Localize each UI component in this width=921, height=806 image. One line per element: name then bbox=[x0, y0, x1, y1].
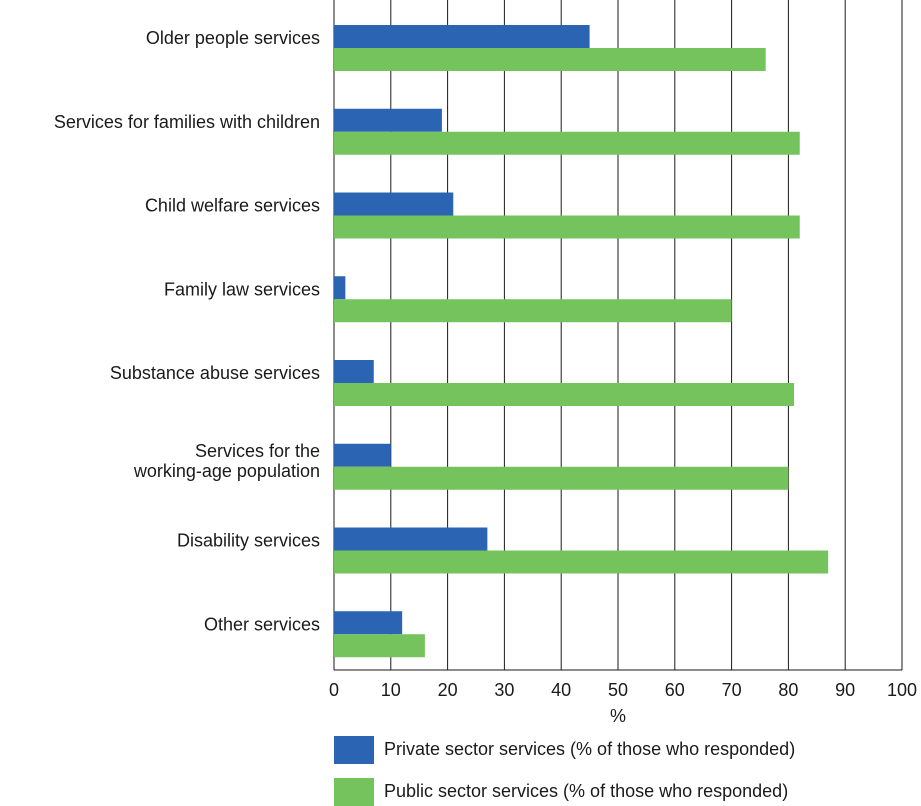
x-tick-labels: 0 10 20 30 40 50 60 70 80 90 100 bbox=[329, 680, 917, 700]
category-label: Family law services bbox=[164, 279, 320, 299]
bar-private-4 bbox=[334, 360, 374, 383]
x-tick-label: 70 bbox=[722, 680, 742, 700]
legend-label-public: Public sector services (% of those who r… bbox=[384, 781, 789, 801]
legend-swatch-public bbox=[334, 778, 374, 806]
bar-private-0 bbox=[334, 25, 590, 48]
x-tick-label: 10 bbox=[381, 680, 401, 700]
category-label: Other services bbox=[204, 614, 320, 634]
x-tick-label: 90 bbox=[835, 680, 855, 700]
bar-public-5 bbox=[334, 466, 789, 490]
category-label: Older people services bbox=[146, 28, 320, 48]
x-tick-label: 0 bbox=[329, 680, 339, 700]
bar-public-4 bbox=[334, 383, 795, 406]
x-tick-label: 100 bbox=[887, 680, 917, 700]
bar-public-6 bbox=[334, 550, 829, 574]
bars bbox=[334, 25, 829, 658]
x-axis-title: % bbox=[610, 706, 626, 726]
bar-chart: Older people services Services for famili… bbox=[54, 0, 917, 726]
legend-swatch-private bbox=[334, 736, 374, 764]
bar-public-0 bbox=[334, 48, 766, 71]
bar-private-2 bbox=[334, 192, 454, 216]
legend-item-public: Public sector services (% of those who r… bbox=[334, 778, 894, 806]
legend-item-private: Private sector services (% of those who … bbox=[334, 736, 894, 764]
category-label: Substance abuse services bbox=[110, 363, 320, 383]
x-tick-label: 60 bbox=[665, 680, 685, 700]
legend-label-private: Private sector services (% of those who … bbox=[384, 739, 796, 759]
category-labels: Older people services Services for famili… bbox=[54, 28, 320, 634]
bar-public-1 bbox=[334, 131, 800, 155]
category-label: Services for the working-age population bbox=[133, 441, 320, 481]
bar-private-7 bbox=[334, 611, 403, 635]
x-tick-label: 80 bbox=[778, 680, 798, 700]
category-label: Child welfare services bbox=[145, 196, 320, 216]
x-tick-label: 30 bbox=[494, 680, 514, 700]
category-label: Services for families with children bbox=[54, 112, 320, 132]
x-tick-label: 50 bbox=[608, 680, 628, 700]
bar-public-7 bbox=[334, 634, 425, 658]
bar-private-1 bbox=[334, 108, 442, 132]
category-label: Disability services bbox=[177, 531, 320, 551]
x-tick-label: 40 bbox=[551, 680, 571, 700]
bar-public-2 bbox=[334, 215, 800, 239]
x-tick-label: 20 bbox=[438, 680, 458, 700]
bar-private-5 bbox=[334, 443, 391, 467]
bar-private-6 bbox=[334, 527, 488, 551]
bar-public-3 bbox=[334, 299, 732, 323]
bar-private-3 bbox=[334, 276, 346, 300]
